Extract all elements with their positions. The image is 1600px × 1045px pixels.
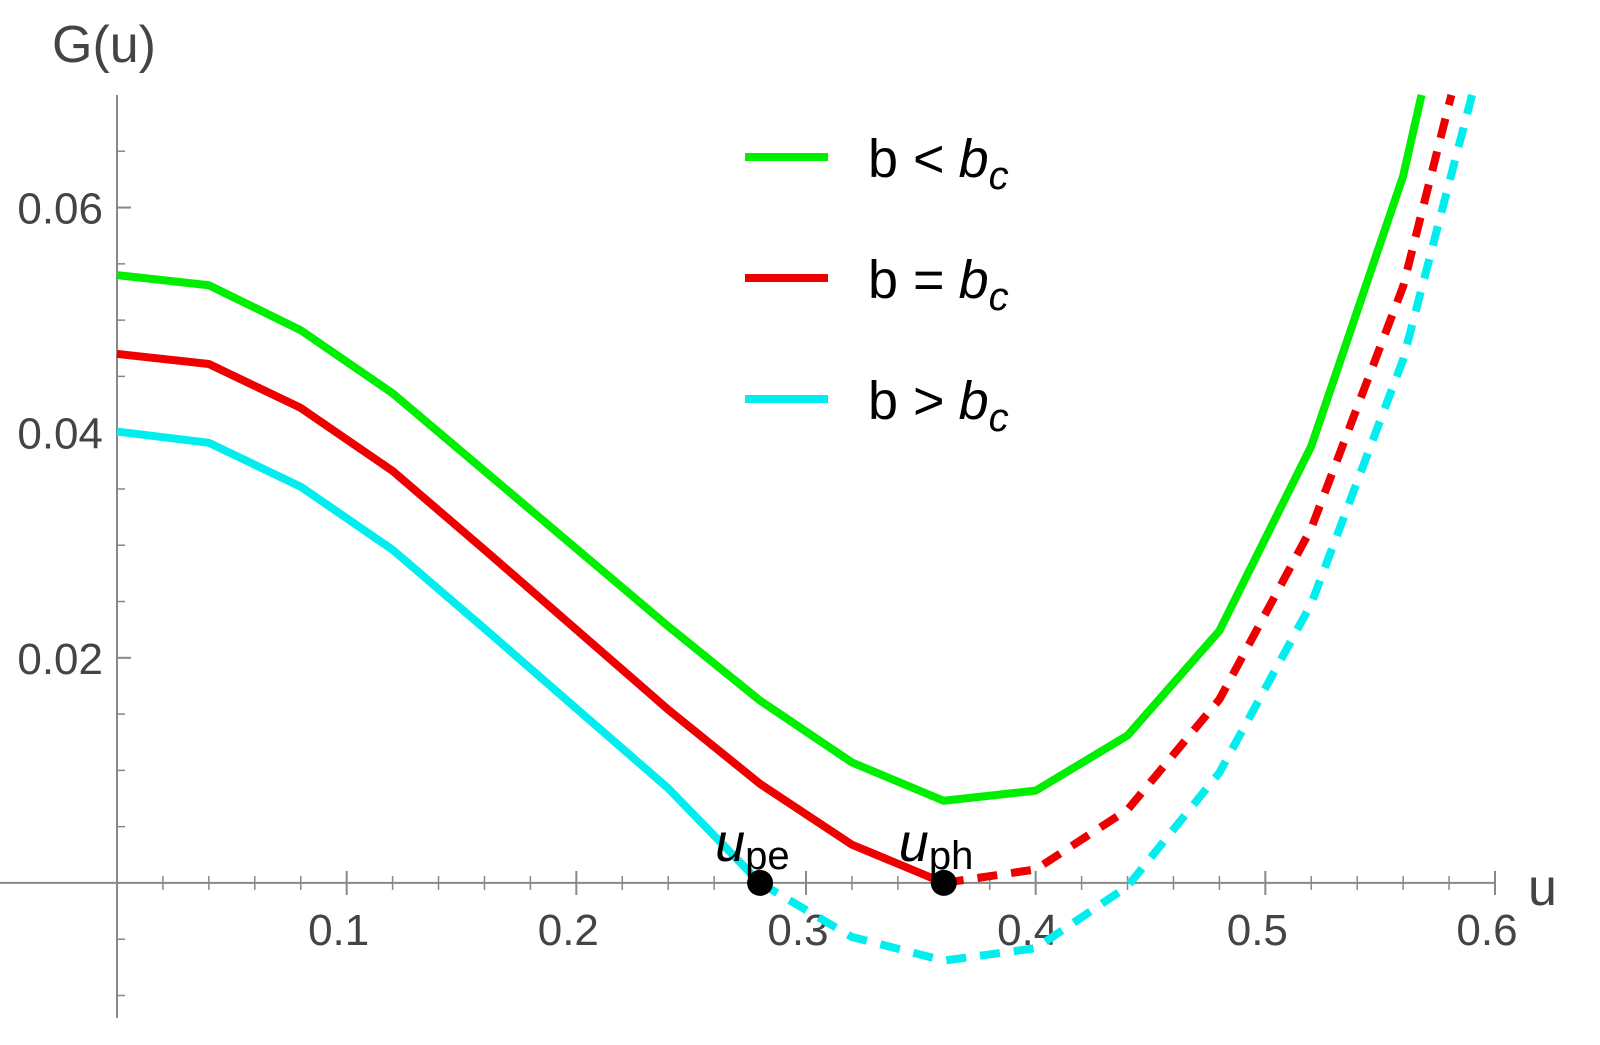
point-symbol: u	[715, 813, 745, 873]
x-axis-label: u	[1528, 859, 1557, 917]
legend-symbol: b	[959, 250, 989, 310]
legend-subscript: c	[989, 154, 1009, 198]
legend-text: b <	[868, 129, 945, 189]
point-symbol: u	[899, 813, 929, 873]
point-subscript: ph	[929, 834, 974, 878]
series-line	[116, 427, 763, 886]
legend-text: b >	[868, 371, 945, 431]
x-tick-label: 0.2	[538, 906, 599, 955]
series-line	[116, 94, 1426, 805]
point-subscript: pe	[745, 834, 790, 878]
legend-text: b =	[868, 250, 945, 310]
legend-label: b < bc	[868, 129, 1009, 198]
y-tick-label: 0.02	[17, 635, 103, 684]
legend-subscript: c	[989, 275, 1009, 319]
point-label: uph	[899, 813, 974, 878]
legend-label: b > bc	[868, 371, 1009, 440]
y-tick-label: 0.06	[17, 185, 103, 234]
legend-label: b = bc	[868, 250, 1009, 319]
x-tick-label: 0.3	[767, 906, 828, 955]
y-tick-label: 0.04	[17, 410, 103, 459]
point-label: upe	[715, 813, 790, 878]
marker-point	[747, 869, 774, 896]
series-line-dashed	[943, 94, 1456, 887]
y-axis-label: G(u)	[52, 16, 156, 74]
x-tick-label: 0.6	[1456, 906, 1517, 955]
x-tick-label: 0.1	[308, 906, 369, 955]
legend-symbol: b	[959, 129, 989, 189]
marker-point	[930, 869, 957, 896]
x-tick-label: 0.5	[1227, 906, 1288, 955]
legend-symbol: b	[959, 371, 989, 431]
series-line	[116, 349, 946, 887]
legend-subscript: c	[989, 396, 1009, 440]
series-line-dashed	[758, 93, 1476, 965]
